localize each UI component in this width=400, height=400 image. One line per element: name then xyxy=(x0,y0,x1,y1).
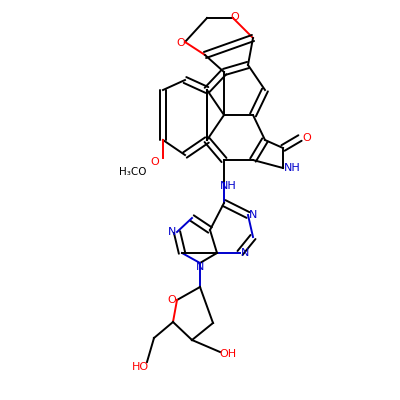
Text: O: O xyxy=(231,12,239,22)
Text: O: O xyxy=(151,157,159,167)
Text: N: N xyxy=(249,210,257,220)
Text: OH: OH xyxy=(220,349,236,359)
Text: NH: NH xyxy=(220,181,236,191)
Text: O: O xyxy=(168,295,176,305)
Text: N: N xyxy=(196,262,204,272)
Text: O: O xyxy=(177,38,185,48)
Text: H₃CO: H₃CO xyxy=(119,167,147,177)
Text: NH: NH xyxy=(284,163,300,173)
Text: N: N xyxy=(241,248,249,258)
Text: N: N xyxy=(168,227,176,237)
Text: O: O xyxy=(303,133,311,143)
Text: HO: HO xyxy=(132,362,148,372)
